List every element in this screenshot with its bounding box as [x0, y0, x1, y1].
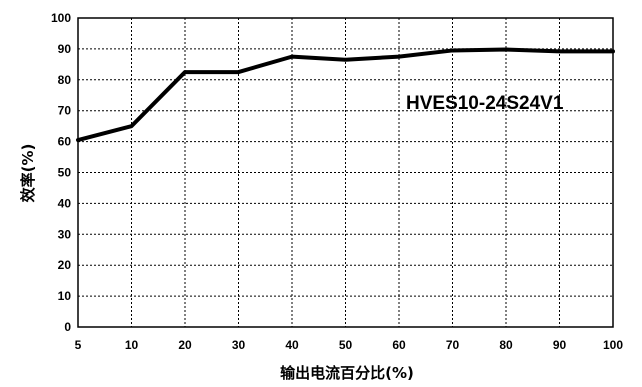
x-tick-label: 100	[603, 338, 623, 352]
x-tick-labels: 5 10 20 30 40 50 60 70 80 90 100	[75, 338, 624, 352]
x-tick-label: 40	[285, 338, 299, 352]
x-tick-label: 5	[75, 338, 82, 352]
plot-area-frame	[77, 17, 614, 328]
y-tick-label: 40	[58, 196, 72, 210]
x-tick-label: 20	[178, 338, 192, 352]
x-tick-label: 70	[446, 338, 460, 352]
y-tick-label: 50	[58, 166, 72, 180]
y-tick-label: 80	[58, 73, 72, 87]
grid-lines	[78, 18, 613, 327]
y-tick-labels: 0 10 20 30 40 50 60 70 80 90 100	[51, 11, 71, 334]
y-tick-label: 70	[58, 104, 72, 118]
x-tick-label: 10	[125, 338, 139, 352]
y-tick-label: 20	[58, 258, 72, 272]
y-tick-label: 100	[51, 11, 71, 25]
x-tick-label: 30	[232, 338, 246, 352]
y-tick-label: 30	[58, 227, 72, 241]
x-tick-label: 60	[392, 338, 406, 352]
x-tick-label: 50	[339, 338, 353, 352]
y-tick-label: 0	[64, 320, 71, 334]
y-tick-label: 10	[58, 289, 72, 303]
efficiency-line	[76, 47, 615, 143]
y-tick-label: 90	[58, 42, 72, 56]
x-tick-label: 90	[553, 338, 567, 352]
y-axis-title: 效率(%)	[19, 144, 37, 203]
x-axis-title: 输出电流百分比(%)	[280, 364, 414, 382]
x-tick-label: 80	[499, 338, 513, 352]
model-annotation: HVES10-24S24V1	[406, 93, 564, 114]
y-tick-label: 60	[58, 135, 72, 149]
